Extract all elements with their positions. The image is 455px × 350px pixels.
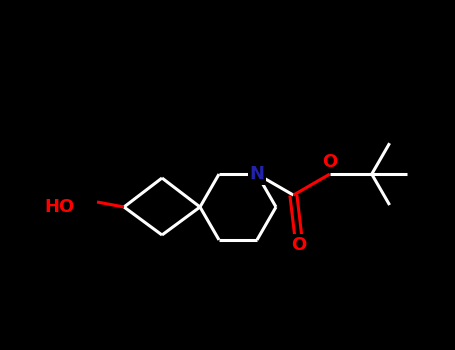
Text: HO: HO (45, 198, 75, 216)
Text: O: O (322, 153, 337, 171)
Text: O: O (291, 236, 306, 254)
Text: N: N (249, 165, 264, 183)
